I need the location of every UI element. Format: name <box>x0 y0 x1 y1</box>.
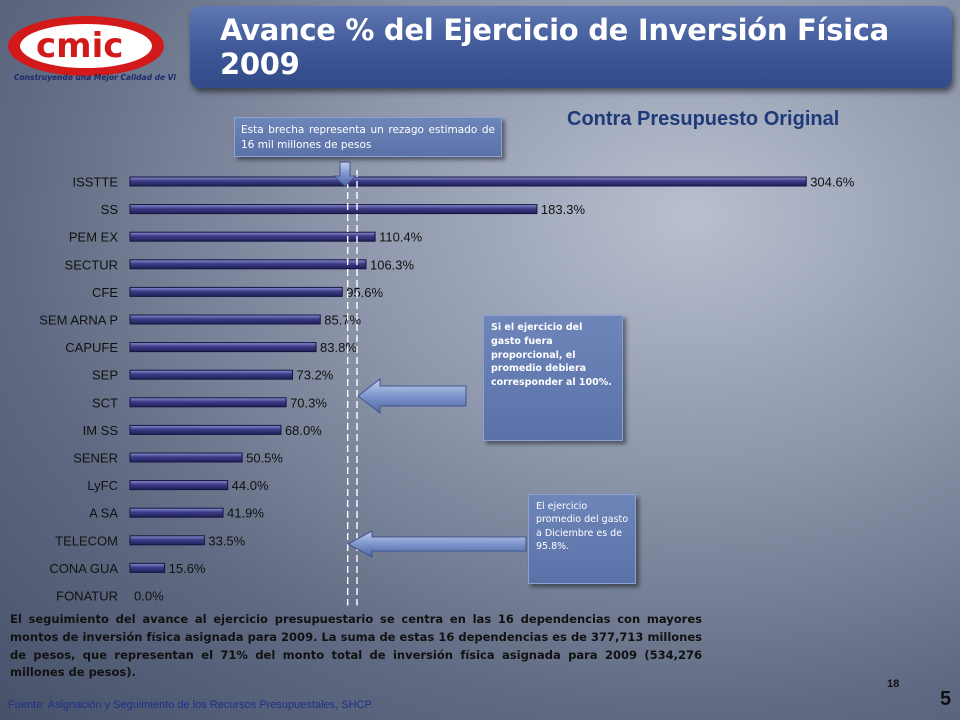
value-label: 44.0% <box>232 478 269 493</box>
category-label: IM SS <box>83 423 119 438</box>
value-label: 68.0% <box>285 423 322 438</box>
value-label: 0.0% <box>134 589 164 604</box>
category-label: PEM EX <box>69 230 118 245</box>
category-label: CFE <box>92 285 118 300</box>
category-label: FONATUR <box>56 589 118 604</box>
category-label: TELECOM <box>55 533 118 548</box>
source-note: Fuente: Asignación y Seguimiento de los … <box>8 699 374 711</box>
gap-callout: Esta brecha representa un rezago estimad… <box>234 117 502 157</box>
bar <box>129 286 343 297</box>
average-callout: El ejercicio promedio del gasto a Diciem… <box>528 494 636 584</box>
bar <box>129 397 287 408</box>
category-label: CAPUFE <box>65 340 118 355</box>
value-label: 304.6% <box>810 175 855 190</box>
bar <box>129 369 294 380</box>
slide-number: 5 <box>940 688 952 710</box>
explanatory-paragraph: El seguimiento del avance al ejercicio p… <box>10 612 702 680</box>
value-label: 70.3% <box>290 395 327 410</box>
page-number: 18 <box>887 678 900 690</box>
value-label: 83.8% <box>320 340 357 355</box>
bar <box>129 342 317 353</box>
category-label: SECTUR <box>65 257 118 272</box>
cmic-logo: cmic Construyendo una Mejor Calidad de V… <box>6 12 186 82</box>
bar <box>129 204 538 215</box>
bar <box>129 176 807 187</box>
value-label: 110.4% <box>379 230 423 245</box>
bar <box>129 507 224 518</box>
arrow-from-brecha-callout <box>332 161 358 187</box>
page-title: Avance % del Ejercicio de Inversión Físi… <box>220 13 889 81</box>
bar <box>129 231 376 242</box>
logo-tagline: Construyendo una Mejor Calidad de Vida <box>14 73 176 82</box>
category-label: CONA GUA <box>49 561 118 576</box>
category-label: SCT <box>92 395 118 410</box>
arrow-to-average-line <box>346 530 527 558</box>
bar-chart: ISSTTE 304.6% SS 183.3% PEM EX 110.4% SECTUR 10… <box>39 161 855 606</box>
proportional-callout-text: Si el ejercicio del gasto fuera proporci… <box>491 322 612 389</box>
logo-wordmark: cmic <box>36 26 123 66</box>
value-label: 41.9% <box>227 506 264 521</box>
value-label: 73.2% <box>297 368 334 383</box>
value-label: 95.6% <box>346 285 383 300</box>
bar <box>129 562 166 573</box>
value-label: 50.5% <box>246 451 283 466</box>
arrow-to-100-line <box>357 377 467 415</box>
value-label: 15.6% <box>169 561 206 576</box>
category-label: ISSTTE <box>72 175 118 190</box>
proportional-callout: Si el ejercicio del gasto fuera proporci… <box>483 315 623 441</box>
title-banner: Avance % del Ejercicio de Inversión Físi… <box>190 6 952 88</box>
gap-callout-text: Esta brecha representa un rezago estimad… <box>241 124 495 152</box>
bar <box>129 424 282 435</box>
value-label: 106.3% <box>370 257 415 272</box>
value-label: 85.7% <box>324 313 361 328</box>
chart-subtitle: Contra Presupuesto Original <box>567 108 840 130</box>
value-label: 33.5% <box>208 533 245 548</box>
bar <box>129 535 205 546</box>
category-label: SEM ARNA P <box>39 313 118 328</box>
bar <box>129 259 367 270</box>
category-label: SENER <box>73 451 118 466</box>
bar <box>129 314 321 325</box>
average-callout-text: El ejercicio promedio del gasto a Diciem… <box>536 501 629 552</box>
category-label: A SA <box>89 506 118 521</box>
category-label: SS <box>101 202 119 217</box>
value-label: 183.3% <box>541 202 586 217</box>
category-label: LyFC <box>87 478 118 493</box>
category-label: SEP <box>92 368 118 383</box>
bar <box>129 480 229 491</box>
bar <box>129 452 243 463</box>
